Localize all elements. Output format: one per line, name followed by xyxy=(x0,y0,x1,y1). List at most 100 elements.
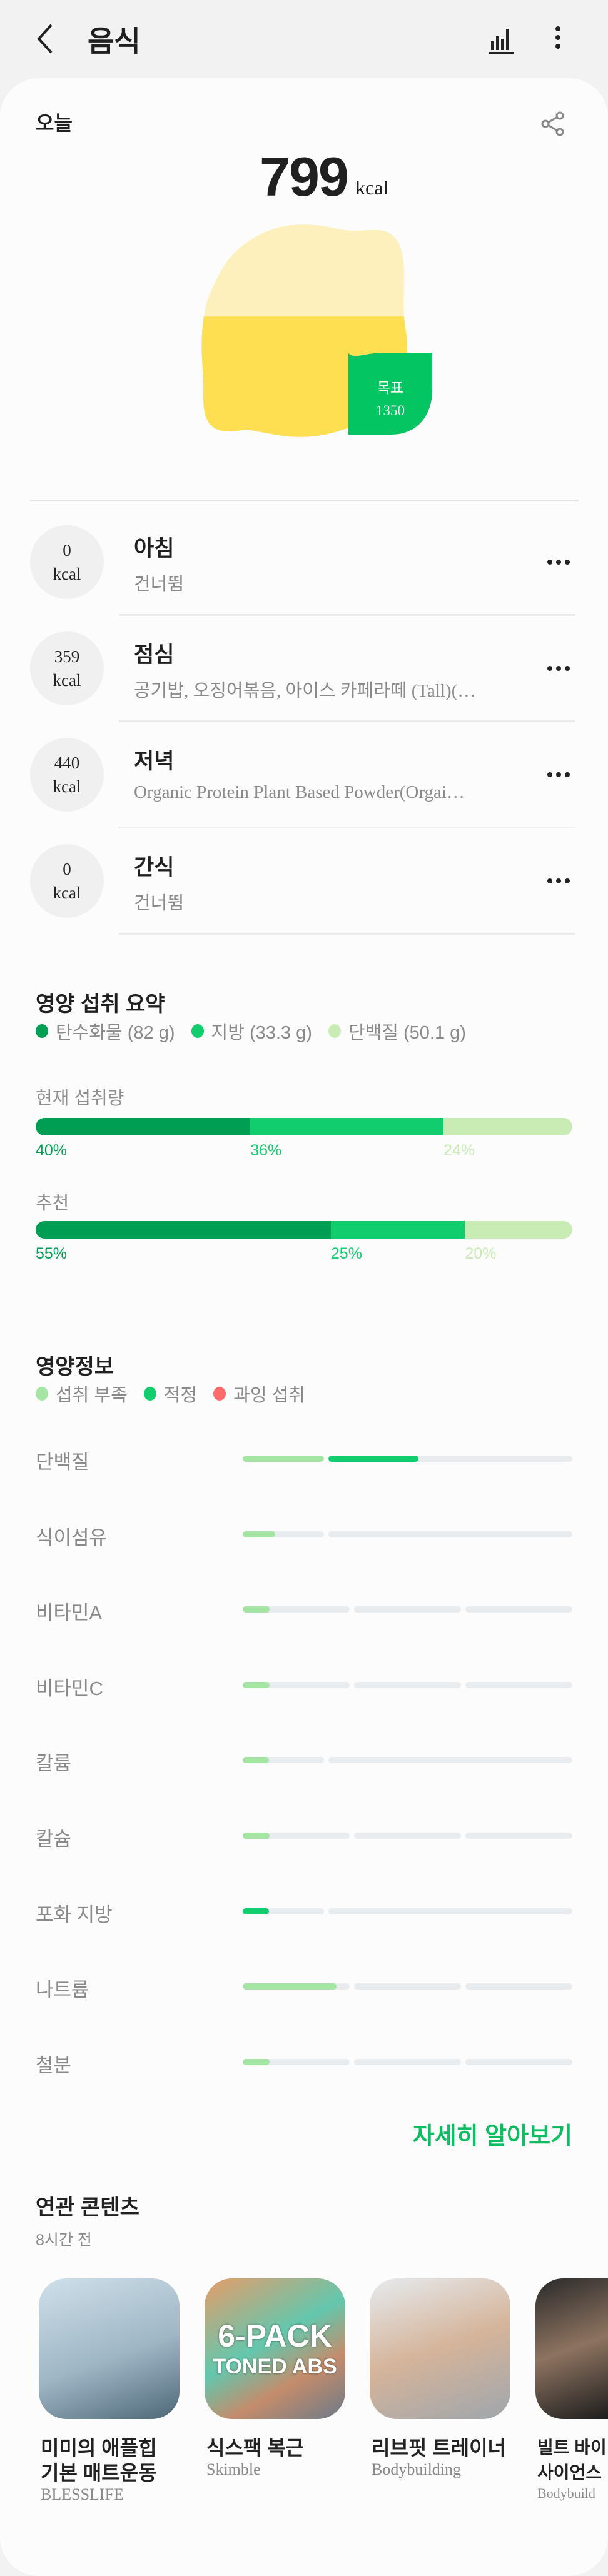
meal-more-button[interactable] xyxy=(543,765,574,784)
content-card xyxy=(0,78,608,2576)
calories-value: 799 xyxy=(260,146,349,208)
meal-more-button[interactable] xyxy=(543,872,574,890)
macro-legend: 탄수화물 (82 g) 지방 (33.3 g) 단백질 (50.1 g) xyxy=(36,1018,466,1044)
goal-value: 1350 xyxy=(376,403,405,418)
content-title: 빌트 바이 xyxy=(537,2438,607,2457)
nutrient-bar-segment xyxy=(243,1908,324,1914)
nutrient-bar-fill xyxy=(243,2058,270,2065)
divider xyxy=(119,933,575,935)
nutrient-bar-segment xyxy=(243,1606,350,1613)
share-icon xyxy=(541,111,564,136)
nutrient-bar-segment xyxy=(328,1531,572,1537)
meal-name: 점심 xyxy=(134,643,175,667)
related-time: 8시간 전 xyxy=(36,2231,92,2249)
nutrient-name: 비타민A xyxy=(36,1602,103,1624)
nutrient-bar-segment xyxy=(354,1833,461,1839)
goal-badge-text: 목표 1350 xyxy=(348,377,432,422)
learn-more-link[interactable]: 자세히 알아보기 xyxy=(412,2123,572,2150)
nutrient-bar-segment xyxy=(243,1681,350,1688)
nutrient-bar-fill xyxy=(243,1983,337,1990)
content-thumbnail xyxy=(370,2278,510,2419)
meal-kcal: 0 xyxy=(63,860,71,878)
current-intake-bar xyxy=(36,1118,572,1135)
legend-adequate: 적정 xyxy=(143,1381,198,1407)
meal-name: 간식 xyxy=(134,855,175,880)
meal-kcal-unit: kcal xyxy=(53,671,81,690)
nutrient-bar-segment xyxy=(243,1456,324,1462)
legend-label: 섭취 부족 xyxy=(56,1386,128,1406)
nutrient-bar-fill xyxy=(328,1456,419,1462)
content-thumbnail: 6-PACK TONED ABS xyxy=(205,2278,345,2419)
content-source: Skimble xyxy=(206,2460,261,2478)
content-thumbnail xyxy=(39,2278,180,2419)
nutrient-name: 포화 지방 xyxy=(36,1903,113,1926)
content-thumbnail xyxy=(535,2278,608,2419)
meal-detail: 공기밥, 오징어볶음, 아이스 카페라떼 (Tall)(… xyxy=(134,681,476,701)
nutrient-bar-segment xyxy=(465,2058,572,2065)
recommended-bar xyxy=(36,1221,572,1239)
legend-label: 과잉 섭취 xyxy=(233,1386,305,1406)
content-title: 기본 매트운동 xyxy=(41,2462,157,2484)
meal-kcal-badge: 0 kcal xyxy=(30,844,104,918)
nutrient-bar-segment xyxy=(465,1606,572,1613)
meal-detail: 건너뜀 xyxy=(134,893,185,913)
calories-unit: kcal xyxy=(355,176,389,199)
legend-label: 적정 xyxy=(163,1386,198,1406)
nutrient-bar-segment xyxy=(465,1983,572,1990)
legend-excess: 과잉 섭취 xyxy=(213,1381,305,1407)
meal-name: 아침 xyxy=(134,536,175,561)
nutrient-bar-segment xyxy=(328,1757,572,1764)
nutrient-name: 비타민C xyxy=(36,1677,103,1699)
meal-detail: Organic Protein Plant Based Powder(Orgai… xyxy=(134,782,465,802)
nutrient-bar-segment xyxy=(243,2058,350,2065)
content-info: 미미의 애플힙 기본 매트운동 BLESSLIFE xyxy=(41,2435,157,2504)
recommended-label: 추천 xyxy=(36,1194,69,1214)
nutrient-name: 칼륨 xyxy=(36,1753,72,1775)
related-title: 연관 콘텐츠 xyxy=(36,2196,139,2220)
content-title: 식스팩 복근 xyxy=(206,2437,305,2459)
legend-carbs: 탄수화물 (82 g) xyxy=(36,1018,175,1044)
content-source: Bodybuild xyxy=(537,2485,595,2501)
divider xyxy=(30,500,579,501)
nutrient-bar-segment xyxy=(243,1833,350,1839)
macro-percent-label: 25% xyxy=(330,1245,362,1262)
nutrient-bar-segment xyxy=(465,1681,572,1688)
current-intake-label: 현재 섭취량 xyxy=(36,1089,124,1109)
macro-segment xyxy=(443,1118,572,1135)
macro-percent-label: 55% xyxy=(36,1245,68,1262)
legend-fat: 지방 (33.3 g) xyxy=(191,1018,312,1044)
meal-more-button[interactable] xyxy=(543,659,574,678)
content-title: 사이언스 xyxy=(537,2463,602,2482)
goal-label: 목표 xyxy=(377,380,404,396)
macro-percent-label: 36% xyxy=(250,1142,282,1159)
meal-more-button[interactable] xyxy=(543,553,574,571)
macro-segment xyxy=(250,1118,444,1135)
nutrient-bar-fill xyxy=(243,1606,270,1613)
meal-kcal-unit: kcal xyxy=(53,565,81,583)
chart-button[interactable] xyxy=(488,24,515,55)
legend-label: 탄수화물 (82 g) xyxy=(56,1023,175,1043)
nutrient-name: 식이섬유 xyxy=(36,1526,108,1549)
macro-percent-label: 40% xyxy=(36,1142,68,1159)
meal-kcal-badge: 440 kcal xyxy=(30,738,104,812)
back-button[interactable] xyxy=(33,20,58,58)
meal-kcal: 440 xyxy=(54,753,80,772)
nutrient-name: 단백질 xyxy=(36,1451,89,1473)
nutrient-bar-segment xyxy=(243,1531,324,1537)
thumbnail-text-line: TONED ABS xyxy=(213,2355,337,2378)
nutrient-bar-segment xyxy=(243,1757,324,1764)
protein-dot-icon xyxy=(328,1024,341,1038)
adequate-dot-icon xyxy=(143,1387,156,1401)
carbs-dot-icon xyxy=(36,1024,48,1038)
more-horizontal-icon xyxy=(547,666,570,671)
meal-name: 저녁 xyxy=(134,749,175,773)
more-options-button[interactable] xyxy=(550,25,565,56)
divider xyxy=(119,720,575,722)
legend-label: 지방 (33.3 g) xyxy=(211,1023,312,1043)
share-button[interactable] xyxy=(539,110,567,138)
summary-title: 영양 섭취 요약 xyxy=(36,992,165,1016)
divider xyxy=(119,614,575,616)
legend-label: 단백질 (50.1 g) xyxy=(348,1023,466,1043)
nutrient-bar-fill xyxy=(243,1456,324,1462)
macro-segment xyxy=(36,1221,331,1239)
